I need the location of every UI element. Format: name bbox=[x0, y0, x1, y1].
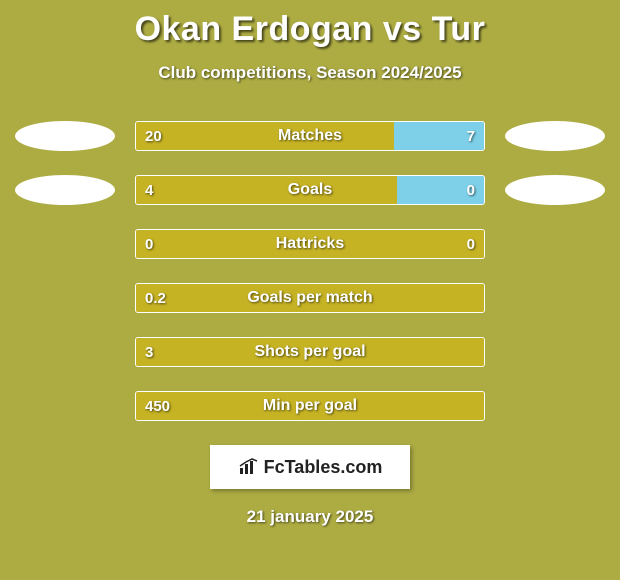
spacer bbox=[505, 337, 605, 367]
spacer bbox=[15, 337, 115, 367]
stat-row: 00Hattricks bbox=[0, 229, 620, 259]
stat-row: 0.2Goals per match bbox=[0, 283, 620, 313]
page-title: Okan Erdogan vs Tur bbox=[0, 0, 620, 49]
spacer bbox=[505, 229, 605, 259]
stat-row: 40Goals bbox=[0, 175, 620, 205]
player1-logo bbox=[15, 121, 115, 151]
stat-bar: 3Shots per goal bbox=[135, 337, 485, 367]
stat-row: 450Min per goal bbox=[0, 391, 620, 421]
player2-logo bbox=[505, 121, 605, 151]
logo: FcTables.com bbox=[238, 457, 383, 478]
player1-bar-fill bbox=[136, 230, 484, 258]
player1-logo bbox=[15, 175, 115, 205]
comparison-chart: 207Matches 40Goals 00Hattricks 0.2Goals per… bbox=[0, 121, 620, 421]
player2-bar-fill bbox=[397, 176, 484, 204]
spacer bbox=[505, 391, 605, 421]
player1-bar-fill bbox=[136, 176, 397, 204]
player2-logo bbox=[505, 175, 605, 205]
chart-icon bbox=[238, 458, 260, 476]
player1-bar-fill bbox=[136, 284, 484, 312]
spacer bbox=[15, 229, 115, 259]
player1-bar-fill bbox=[136, 122, 394, 150]
page-subtitle: Club competitions, Season 2024/2025 bbox=[0, 63, 620, 83]
spacer bbox=[505, 283, 605, 313]
player2-bar-fill bbox=[394, 122, 484, 150]
logo-text: FcTables.com bbox=[264, 457, 383, 478]
player1-bar-fill bbox=[136, 392, 484, 420]
stat-bar: 00Hattricks bbox=[135, 229, 485, 259]
spacer bbox=[15, 391, 115, 421]
spacer bbox=[15, 283, 115, 313]
stat-bar: 207Matches bbox=[135, 121, 485, 151]
stat-bar: 450Min per goal bbox=[135, 391, 485, 421]
player1-bar-fill bbox=[136, 338, 484, 366]
logo-box: FcTables.com bbox=[210, 445, 410, 489]
stat-row: 207Matches bbox=[0, 121, 620, 151]
stat-bar: 0.2Goals per match bbox=[135, 283, 485, 313]
stat-row: 3Shots per goal bbox=[0, 337, 620, 367]
stat-bar: 40Goals bbox=[135, 175, 485, 205]
date-label: 21 january 2025 bbox=[0, 507, 620, 527]
